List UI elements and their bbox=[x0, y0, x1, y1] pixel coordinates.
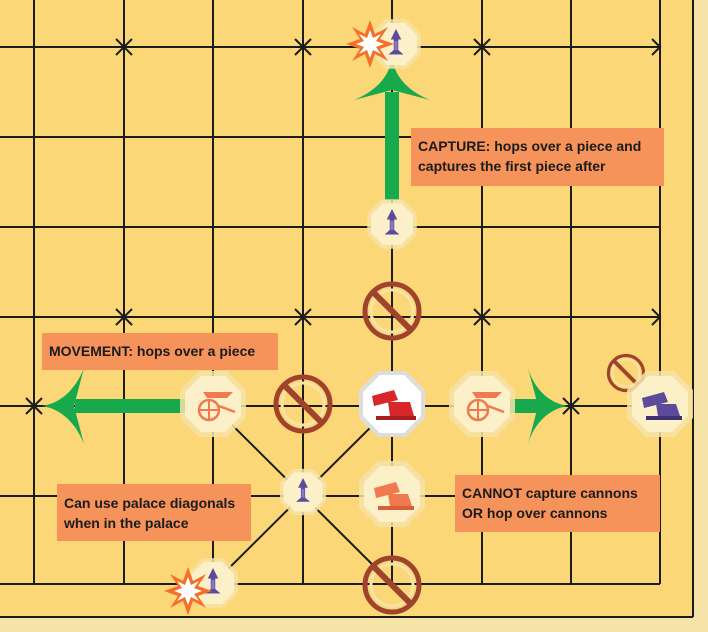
chariot-piece bbox=[180, 371, 246, 437]
cannon-piece-active bbox=[359, 371, 425, 437]
movement-label: MOVEMENT: hops over a piece bbox=[42, 333, 278, 370]
palace-soldier-piece bbox=[279, 468, 327, 516]
edge-mark bbox=[651, 308, 662, 326]
palace-label: Can use palace diagonals when in the pal… bbox=[57, 484, 251, 541]
cannot-capture-label: CANNOT capture cannons OR hop over canno… bbox=[455, 475, 660, 532]
blocked-cannon-piece bbox=[627, 371, 693, 437]
arrow-left bbox=[42, 368, 185, 444]
blocked-cannon-piece bbox=[359, 461, 425, 527]
chariot-piece bbox=[449, 371, 515, 437]
capture-label: CAPTURE: hops over a piece and captures … bbox=[411, 128, 664, 186]
cross-marks bbox=[25, 38, 662, 415]
edge-mark bbox=[651, 38, 662, 56]
screen-soldier-piece bbox=[367, 199, 417, 249]
arrow-up bbox=[354, 58, 430, 200]
